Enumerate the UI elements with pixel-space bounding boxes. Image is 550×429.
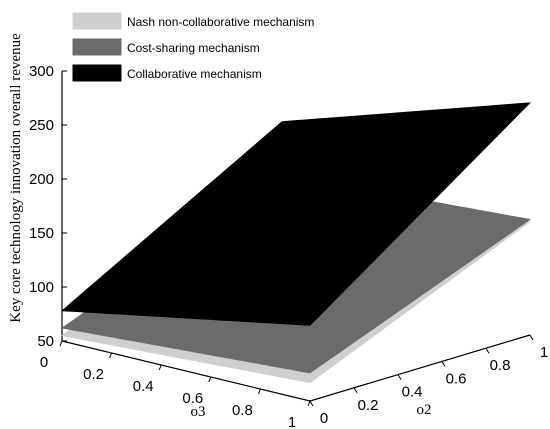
y-tick-label: 0.8	[490, 357, 511, 374]
y-tick-label: 0.2	[358, 397, 379, 414]
y-tick-label: 0.6	[446, 370, 467, 387]
x-axis-line	[61, 340, 311, 402]
y-tick	[441, 361, 446, 367]
y-tick-label: 0	[320, 410, 328, 427]
x-tick-label: 0	[40, 354, 48, 371]
x-tick	[59, 340, 63, 347]
y-tick-label: 0.4	[402, 384, 423, 401]
y-tick-label: 1	[540, 344, 548, 361]
y-tick	[353, 387, 358, 394]
surfaces	[60, 102, 532, 384]
x-tick	[257, 388, 261, 395]
z-tick-label: 100	[29, 279, 54, 296]
y-tick	[397, 374, 402, 380]
z-tick-label: 300	[29, 63, 54, 80]
legend-swatch	[72, 38, 122, 56]
legend-label: Collaborative mechanism	[127, 67, 262, 81]
x-tick-label: 1	[288, 414, 296, 429]
legend-label: Nash non-collaborative mechanism	[127, 15, 314, 29]
legend-swatch	[72, 12, 122, 30]
tick-labels: 50 100 150 200 250 300 0 0.2 0.4 0.6 0.8 1 0 0.2 0.4 0.…	[29, 63, 548, 429]
legend-swatch	[72, 64, 122, 82]
axes	[61, 71, 531, 402]
x-tick-label: 0.4	[133, 378, 154, 395]
z-tick-label: 50	[37, 333, 54, 350]
x-tick-label: 0.6	[182, 390, 203, 407]
legend: Nash non-collaborative mechanism Cost-sha…	[67, 6, 314, 88]
z-tick-label: 250	[29, 117, 54, 134]
x-tick-label: 0.8	[232, 402, 253, 419]
y-tick	[309, 400, 314, 407]
x-tick	[158, 364, 162, 371]
y-axis-line	[309, 334, 531, 402]
z-tick-label: 150	[29, 225, 54, 242]
y-tick	[529, 334, 534, 341]
x-tick	[208, 376, 212, 383]
z-axis-label: Key core technology innovation overall r…	[8, 33, 24, 323]
z-tick-label: 200	[29, 171, 54, 188]
x-tick	[307, 400, 311, 407]
x-tick	[109, 352, 113, 359]
surface-collaborative	[60, 102, 532, 326]
y-axis-label: o2	[417, 402, 432, 418]
x-axis-label: o3	[191, 404, 206, 420]
legend-label: Cost-sharing mechanism	[127, 41, 260, 55]
y-tick	[485, 347, 490, 354]
x-tick-label: 0.2	[83, 366, 104, 383]
